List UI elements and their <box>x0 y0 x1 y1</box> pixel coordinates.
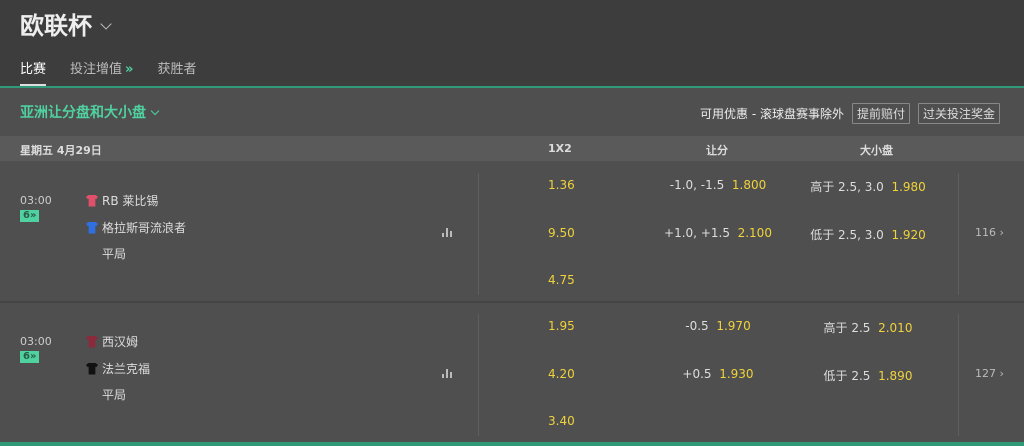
tab-bet-boost[interactable]: 投注增值» <box>70 62 134 77</box>
bet-boost-badge[interactable]: 6» <box>20 351 40 363</box>
bet-boost-badge[interactable]: 6» <box>20 210 40 222</box>
match-time: 03:00 <box>20 335 52 348</box>
acca-bonus-button[interactable]: 过关投注奖金 <box>917 103 1000 124</box>
chevron-down-icon <box>100 18 112 30</box>
chevron-right-icon: › <box>999 367 1004 380</box>
tab-matches[interactable]: 比赛 <box>20 58 47 86</box>
col-total: 大小盘 <box>860 144 893 157</box>
divider <box>478 173 479 295</box>
row-divider <box>0 301 1024 303</box>
away-team[interactable]: 法兰克福 <box>86 360 150 377</box>
odd-home[interactable]: 1.36 <box>548 178 575 192</box>
competition-title[interactable]: 欧联杯 <box>20 6 112 41</box>
handicap-odd[interactable]: -0.5 1.970 <box>685 319 751 333</box>
total-odd[interactable]: 低于 2.5, 3.0 1.920 <box>810 228 926 242</box>
home-team[interactable]: 西汉姆 <box>86 333 138 350</box>
stats-icon[interactable] <box>442 368 452 378</box>
total-odd[interactable]: 高于 2.5 2.010 <box>823 321 913 335</box>
tabs: 比赛 投注增值» 获胜者 <box>20 58 196 86</box>
shirt-icon <box>86 335 98 348</box>
chevron-right-icon: › <box>999 226 1004 239</box>
odd-away[interactable]: 4.20 <box>548 367 575 381</box>
odd-draw[interactable]: 3.40 <box>548 414 575 428</box>
bottom-divider <box>0 442 1024 446</box>
date-label: 星期五 4月29日 <box>20 144 102 157</box>
divider <box>0 86 1024 88</box>
more-markets-link[interactable]: 127 › <box>975 367 1004 380</box>
stats-icon[interactable] <box>442 227 452 237</box>
draw-label: 平局 <box>102 388 127 402</box>
shirt-icon <box>86 194 98 207</box>
match-row: 03:00 6» RB 莱比锡 格拉斯哥流浪者 平局 1.36 9.50 4.7… <box>0 161 1024 303</box>
tab-winner[interactable]: 获胜者 <box>157 62 197 77</box>
home-team[interactable]: RB 莱比锡 <box>86 192 158 209</box>
shirt-icon <box>86 362 98 375</box>
col-1x2: 1X2 <box>548 142 572 155</box>
promo-text: 可用优惠 - 滚球盘赛事除外 <box>700 107 844 121</box>
divider <box>958 173 959 295</box>
total-odd[interactable]: 低于 2.5 1.890 <box>823 369 913 383</box>
early-payout-button[interactable]: 提前赔付 <box>851 103 910 124</box>
chevron-down-icon <box>150 106 160 116</box>
total-odd[interactable]: 高于 2.5, 3.0 1.980 <box>810 180 926 194</box>
market-selector[interactable]: 亚洲让分盘和大小盘 <box>20 102 160 122</box>
match-time: 03:00 <box>20 194 52 207</box>
col-handicap: 让分 <box>706 144 728 157</box>
shirt-icon <box>86 221 98 234</box>
promo-bar: 可用优惠 - 滚球盘赛事除外 提前赔付 过关投注奖金 <box>700 103 1000 124</box>
odd-draw[interactable]: 4.75 <box>548 273 575 287</box>
more-markets-link[interactable]: 116 › <box>975 226 1004 239</box>
divider <box>958 314 959 436</box>
handicap-odd[interactable]: +1.0, +1.5 2.100 <box>664 226 772 240</box>
handicap-odd[interactable]: -1.0, -1.5 1.800 <box>669 178 767 192</box>
match-row: 03:00 6» 西汉姆 法兰克福 平局 1.95 4.20 3.40 -0.5… <box>0 302 1024 442</box>
handicap-odd[interactable]: +0.5 1.930 <box>682 367 754 381</box>
odd-home[interactable]: 1.95 <box>548 319 575 333</box>
divider <box>478 314 479 436</box>
odd-away[interactable]: 9.50 <box>548 226 575 240</box>
table-header: 星期五 4月29日 1X2 让分 大小盘 <box>0 136 1024 161</box>
draw-label: 平局 <box>102 247 127 261</box>
away-team[interactable]: 格拉斯哥流浪者 <box>86 219 186 236</box>
double-chevron-icon: » <box>125 62 134 77</box>
